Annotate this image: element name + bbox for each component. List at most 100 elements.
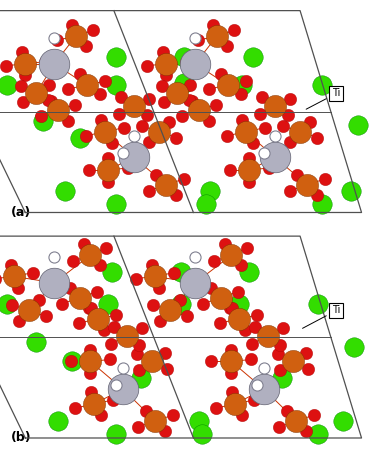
Point [276, 423, 282, 430]
Point [88, 304, 94, 312]
Point [211, 258, 217, 265]
Point [321, 175, 327, 183]
Point [305, 365, 311, 373]
Point [65, 85, 71, 92]
Point [290, 358, 296, 365]
Point [68, 358, 74, 365]
Point [72, 405, 78, 412]
Point [315, 430, 321, 437]
Point [40, 118, 46, 125]
Point [33, 90, 39, 97]
Point [4, 81, 10, 88]
Point [76, 319, 82, 327]
Point [138, 375, 144, 382]
Text: Ti: Ti [303, 305, 340, 328]
Point [120, 386, 126, 393]
Point [261, 386, 267, 393]
Point [9, 301, 15, 308]
Point [163, 72, 169, 79]
Point [315, 300, 321, 308]
Point [77, 294, 83, 301]
Point [236, 300, 242, 308]
Point [65, 117, 71, 124]
Point [110, 396, 116, 404]
Point [231, 27, 237, 34]
Point [146, 187, 152, 194]
Point [105, 166, 111, 174]
Point [284, 407, 290, 414]
Point [250, 139, 256, 146]
Point [254, 311, 260, 318]
Point [218, 70, 224, 78]
Point [228, 358, 234, 365]
Point [224, 132, 230, 139]
Point [51, 279, 57, 286]
Point [121, 124, 127, 131]
Point [252, 323, 258, 331]
Point [314, 134, 320, 141]
Point [19, 49, 25, 56]
Point [43, 313, 49, 320]
Point [125, 164, 131, 171]
Point [88, 389, 94, 396]
Point [254, 381, 260, 388]
Point [208, 284, 214, 291]
Point [102, 78, 108, 85]
Point [256, 110, 262, 117]
Point [239, 81, 245, 88]
Point [120, 149, 126, 156]
Point [246, 178, 252, 185]
Point [108, 340, 114, 347]
Point [200, 300, 206, 307]
Point [133, 350, 139, 358]
Point [84, 81, 90, 88]
Point [213, 101, 219, 108]
Point [159, 83, 165, 90]
Point [246, 155, 252, 162]
Point [166, 118, 172, 125]
Point [133, 275, 139, 282]
Point [170, 412, 176, 419]
Point [150, 301, 156, 308]
Point [238, 262, 244, 269]
Point [304, 181, 310, 189]
Point [131, 154, 137, 161]
Point [340, 417, 346, 424]
Point [173, 191, 179, 198]
Point [272, 133, 278, 140]
Point [293, 417, 299, 424]
Point [227, 304, 233, 312]
Point [190, 97, 196, 105]
Point [67, 284, 73, 291]
Point [348, 188, 354, 195]
Point [249, 340, 255, 347]
Point [72, 101, 78, 108]
Point [243, 128, 249, 135]
Point [244, 244, 250, 251]
Point [38, 113, 44, 120]
Point [11, 273, 17, 280]
Point [113, 381, 119, 388]
Point [163, 181, 169, 189]
Point [157, 317, 163, 324]
Point [178, 269, 184, 276]
Point [294, 171, 300, 178]
Point [51, 254, 57, 261]
Point [105, 178, 111, 185]
Point [94, 288, 100, 295]
Point [251, 396, 257, 404]
Point [87, 252, 93, 259]
Point [248, 356, 254, 363]
Point [243, 78, 249, 85]
Point [239, 411, 245, 419]
Point [46, 81, 52, 88]
Point [87, 369, 93, 377]
Point [196, 417, 202, 424]
Point [265, 332, 271, 340]
Point [139, 122, 145, 129]
Point [229, 389, 235, 396]
Point [262, 124, 268, 131]
Point [51, 35, 57, 42]
Point [186, 97, 192, 104]
Point [319, 81, 325, 88]
